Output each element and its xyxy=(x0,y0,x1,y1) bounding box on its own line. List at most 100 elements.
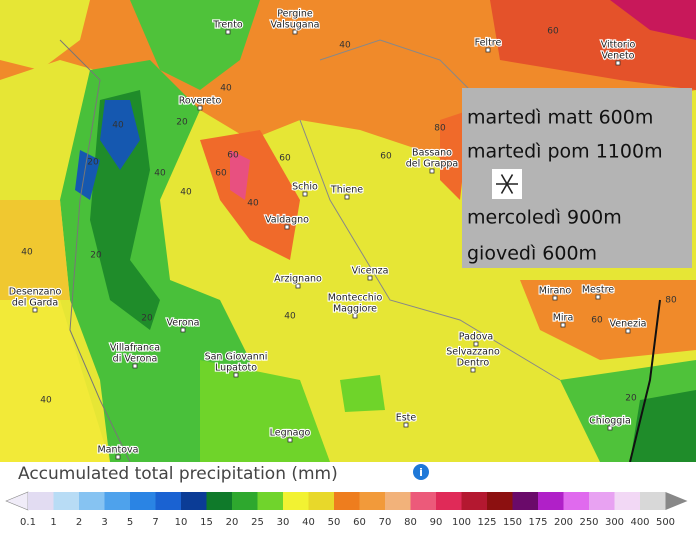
color-bar-swatch xyxy=(283,492,309,510)
city-dot xyxy=(429,168,435,174)
color-bar: 0.1 1 2 3 5 7 10 15 20 25 30 40 50 60 70 80 90 100 125 150 1… xyxy=(5,491,688,528)
contour-label: 40 xyxy=(40,396,52,406)
contour-label: 40 xyxy=(284,312,296,322)
color-bar-tick-label: 80 xyxy=(404,517,417,528)
city-dot xyxy=(403,422,409,428)
city-label: Bassano xyxy=(412,148,452,159)
city-label: del Grappa xyxy=(406,159,459,170)
contour-label: 40 xyxy=(112,121,124,131)
color-bar-swatch xyxy=(512,492,538,510)
city-label: Padova xyxy=(459,332,493,343)
contour-label: 20 xyxy=(141,314,153,324)
color-bar-swatch xyxy=(461,492,487,510)
city-dot xyxy=(352,313,358,319)
city-label: Rovereto xyxy=(179,96,222,107)
city-label: Trento xyxy=(212,20,243,31)
info-icon-glyph: i xyxy=(419,466,423,479)
contour-label: 40 xyxy=(21,248,33,258)
city-dot xyxy=(625,328,631,334)
color-bar-swatch xyxy=(436,492,462,510)
color-bar-tick-label: 5 xyxy=(127,517,133,528)
note-line: mercoledì 900m xyxy=(467,207,622,229)
color-bar-swatch xyxy=(155,492,181,510)
color-bar-arrow xyxy=(665,492,688,510)
color-bar-tick-label: 500 xyxy=(656,517,675,528)
contour-label: 40 xyxy=(339,41,351,51)
city-label: Mestre xyxy=(582,285,614,296)
note-line: martedì matt 600m xyxy=(467,107,653,129)
color-bar-tick-label: 400 xyxy=(630,517,649,528)
color-bar-tick-label: 1 xyxy=(50,517,56,528)
color-bar-swatch xyxy=(79,492,105,510)
city-label: Lupatoto xyxy=(215,363,257,374)
color-bar-tick-label: 175 xyxy=(528,517,547,528)
color-bar-tick-label: 10 xyxy=(175,517,188,528)
color-bar-swatch xyxy=(385,492,411,510)
color-bar-swatch xyxy=(28,492,54,510)
city-label: Valsugana xyxy=(271,20,320,31)
color-bar-tick-label: 20 xyxy=(226,517,239,528)
color-bar-swatch xyxy=(487,492,513,510)
contour-label: 40 xyxy=(154,169,166,179)
city-label: Villafranca xyxy=(110,343,160,354)
city-label: Venezia xyxy=(610,319,647,330)
contour-label: 20 xyxy=(90,251,102,261)
city-label: Pergine xyxy=(277,9,313,20)
city-label: Selvazzano xyxy=(446,347,500,358)
contour-label: 60 xyxy=(227,151,239,161)
city-dot xyxy=(284,224,290,230)
info-icon[interactable] xyxy=(413,464,429,480)
color-bar-swatch xyxy=(614,492,640,510)
city-label: del Garda xyxy=(12,298,58,309)
contour-label: 60 xyxy=(591,316,603,326)
city-label: Thiene xyxy=(330,185,363,196)
city-label: Chioggia xyxy=(589,416,631,427)
contour-label: 60 xyxy=(547,27,559,37)
color-bar-swatch xyxy=(206,492,232,510)
city-label: Veneto xyxy=(601,51,634,62)
contour-label: 40 xyxy=(220,84,232,94)
legend-title: Accumulated total precipitation (mm) xyxy=(18,464,338,484)
city-label: Vittorio xyxy=(601,40,636,51)
city-label: Valdagno xyxy=(265,215,309,226)
color-bar-tick-label: 70 xyxy=(379,517,392,528)
city-dot xyxy=(180,327,186,333)
color-bar-swatch xyxy=(589,492,615,510)
city-dot xyxy=(473,341,479,347)
note-line: martedì pom 1100m xyxy=(467,141,663,163)
color-bar-swatch xyxy=(181,492,207,510)
color-bar-swatch xyxy=(232,492,258,510)
city-dot xyxy=(470,367,476,373)
color-bar-tick-label: 200 xyxy=(554,517,573,528)
city-label: Dentro xyxy=(457,358,490,369)
city-label: Maggiore xyxy=(333,304,377,315)
color-bar-swatch xyxy=(130,492,156,510)
color-bar-tick-label: 25 xyxy=(251,517,264,528)
city-dot xyxy=(225,29,231,35)
color-bar-tick-label: 30 xyxy=(277,517,290,528)
color-bar-swatch xyxy=(257,492,283,510)
color-bar-tick-label: 250 xyxy=(579,517,598,528)
color-bar-swatch xyxy=(104,492,130,510)
city-dot xyxy=(552,295,558,301)
city-label: Mira xyxy=(553,313,574,324)
city-dot xyxy=(197,105,203,111)
color-bar-swatch xyxy=(640,492,666,510)
city-label: Feltre xyxy=(475,38,502,49)
city-dot xyxy=(132,363,138,369)
color-bar-tick-label: 125 xyxy=(477,517,496,528)
city-dot xyxy=(233,372,239,378)
color-bar-tick-label: 60 xyxy=(353,517,366,528)
city-label: Mirano xyxy=(539,286,572,297)
color-bar-tick-label: 2 xyxy=(76,517,82,528)
city-label: Vicenza xyxy=(352,266,389,277)
city-label: Desenzano xyxy=(9,287,62,298)
city-label: Legnago xyxy=(270,428,311,439)
color-bar-swatch xyxy=(334,492,360,510)
contour-label: 60 xyxy=(279,154,291,164)
color-bar-tick-label: 7 xyxy=(152,517,158,528)
contour-label: 60 xyxy=(380,152,392,162)
city-dot xyxy=(287,437,293,443)
